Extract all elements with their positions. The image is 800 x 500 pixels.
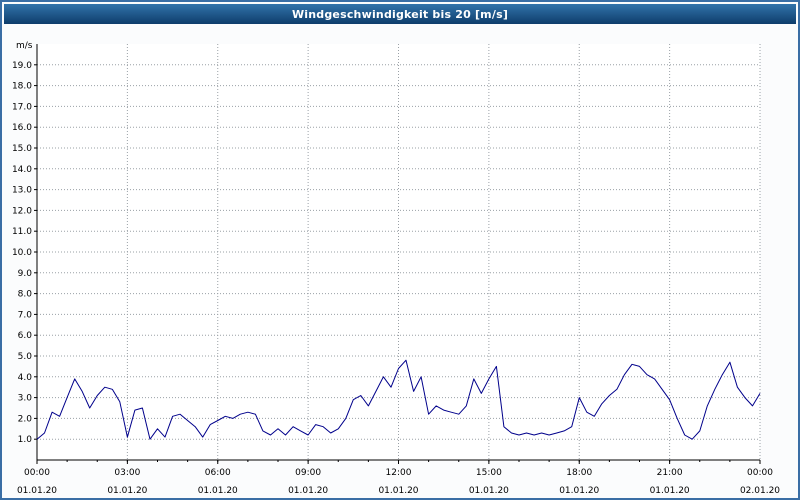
x-tick-date-label: 02.01.20 [740, 486, 780, 496]
y-tick-label: 19.0 [12, 61, 32, 71]
x-tick-time-label: 00:00 [24, 468, 50, 478]
y-tick-label: 8.0 [18, 290, 33, 300]
x-tick-date-label: 01.01.20 [107, 486, 147, 496]
y-tick-label: 11.0 [12, 227, 32, 237]
y-tick-label: 7.0 [18, 310, 33, 320]
y-tick-label: 9.0 [18, 269, 33, 279]
x-tick-time-label: 09:00 [295, 468, 321, 478]
y-tick-label: 12.0 [12, 206, 32, 216]
y-tick-label: 1.0 [18, 435, 33, 445]
y-tick-label: 16.0 [12, 123, 32, 133]
chart-title-bar: Windgeschwindigkeit bis 20 [m/s] [4, 4, 796, 24]
wind-speed-line [36, 359, 761, 440]
chart-title: Windgeschwindigkeit bis 20 [m/s] [291, 7, 509, 21]
x-tick-time-label: 03:00 [114, 468, 140, 478]
y-tick-label: 6.0 [18, 331, 33, 341]
wind-speed-chart: 1.0 2.0 3.0 4.0 5.0 6.0 7.0 8.0 9.0 10.0 11.0 12.0 1… [12, 41, 780, 496]
x-tick-date-label: 01.01.20 [559, 486, 599, 496]
y-tick-label: 2.0 [18, 414, 33, 424]
y-axis-unit-label: m/s [16, 41, 33, 51]
x-tick-date-label: 01.01.20 [378, 486, 418, 496]
y-tick-label: 14.0 [12, 165, 32, 175]
x-tick-time-label: 18:00 [566, 468, 592, 478]
x-tick-date-label: 01.01.20 [198, 486, 238, 496]
x-tick-time-label: 12:00 [386, 468, 412, 478]
y-tick-label: 18.0 [12, 82, 32, 92]
x-tick-date-label: 01.01.20 [288, 486, 328, 496]
x-tick-date-label: 01.01.20 [17, 486, 57, 496]
y-tick-label: 13.0 [12, 186, 32, 196]
y-tick-label: 4.0 [18, 373, 33, 383]
y-tick-label: 17.0 [12, 102, 32, 112]
y-tick-label: 10.0 [12, 248, 32, 258]
x-tick-date-label: 01.01.20 [650, 486, 690, 496]
y-tick-label: 15.0 [12, 144, 32, 154]
y-tick-label: 5.0 [18, 352, 33, 362]
x-tick-time-label: 15:00 [476, 468, 502, 478]
x-tick-time-label: 00:00 [747, 468, 773, 478]
x-tick-time-label: 21:00 [657, 468, 683, 478]
x-tick-date-label: 01.01.20 [469, 486, 509, 496]
x-tick-time-label: 06:00 [205, 468, 231, 478]
y-tick-label: 3.0 [18, 394, 33, 404]
